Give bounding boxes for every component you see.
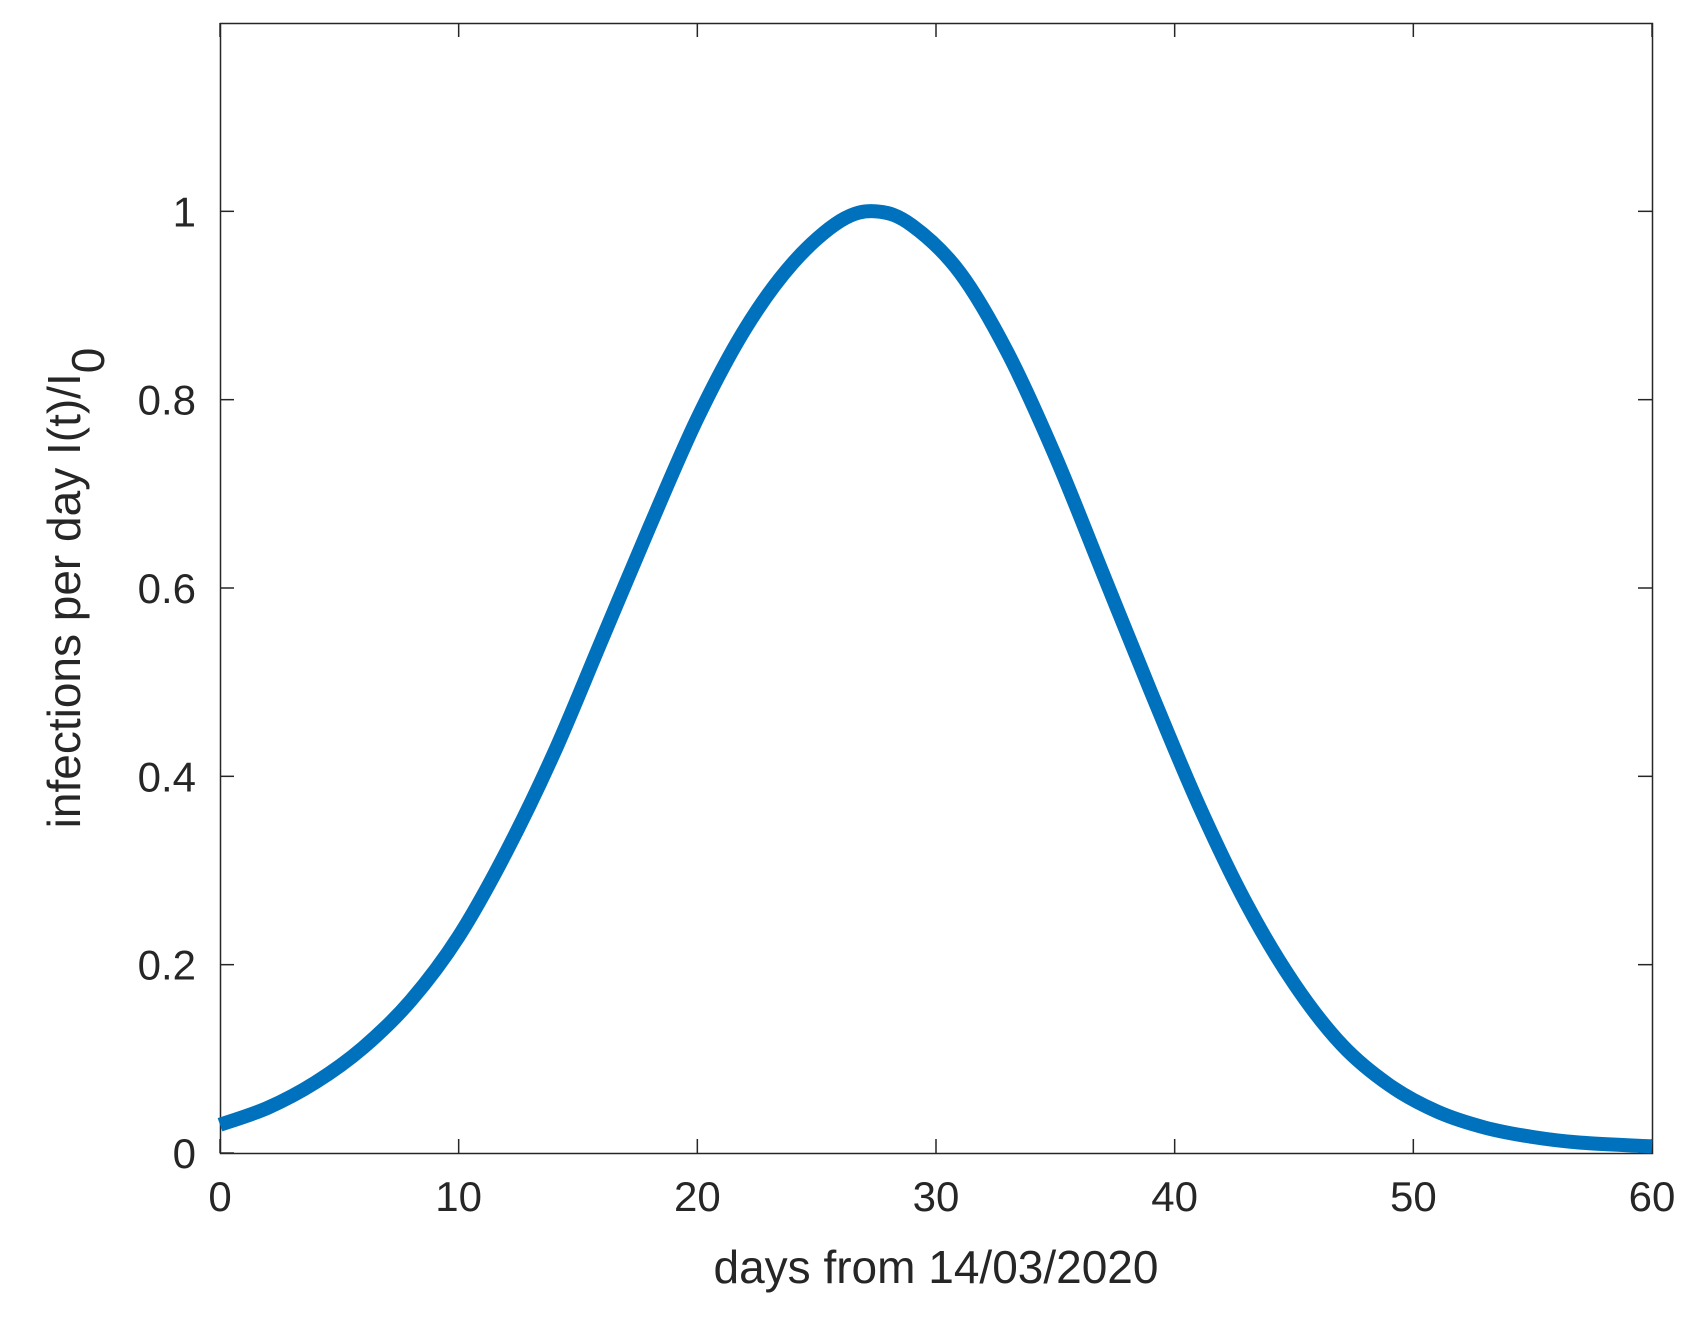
axis-ticks — [219, 23, 1653, 1154]
y-tick-label: 0.4 — [138, 753, 196, 800]
x-tick-label: 40 — [1151, 1173, 1198, 1220]
y-axis-label: infections per day I(t)/I0 — [38, 348, 114, 829]
x-tick-label: 20 — [674, 1173, 721, 1220]
y-axis-label-subscript: 0 — [62, 348, 114, 374]
x-axis-label: days from 14/03/2020 — [714, 1241, 1159, 1293]
y-tick-label: 0.6 — [138, 565, 196, 612]
y-tick-label: 0.2 — [138, 942, 196, 989]
y-tick-label: 1 — [173, 188, 196, 235]
y-axis-label-main: infections per day I(t)/I — [38, 373, 90, 828]
x-tick-label: 10 — [435, 1173, 482, 1220]
x-tick-label: 0 — [208, 1173, 231, 1220]
x-tick-label: 50 — [1390, 1173, 1437, 1220]
y-tick-label: 0.8 — [138, 377, 196, 424]
tick-labels: 0 10 20 30 40 50 60 0 0.2 0.4 0.6 0.8 1 — [138, 188, 1676, 1220]
x-tick-label: 60 — [1629, 1173, 1676, 1220]
data-curve — [217, 204, 1653, 1154]
y-tick-label: 0 — [173, 1130, 196, 1177]
plot-frame — [219, 22, 1654, 1155]
x-tick-label: 30 — [913, 1173, 960, 1220]
